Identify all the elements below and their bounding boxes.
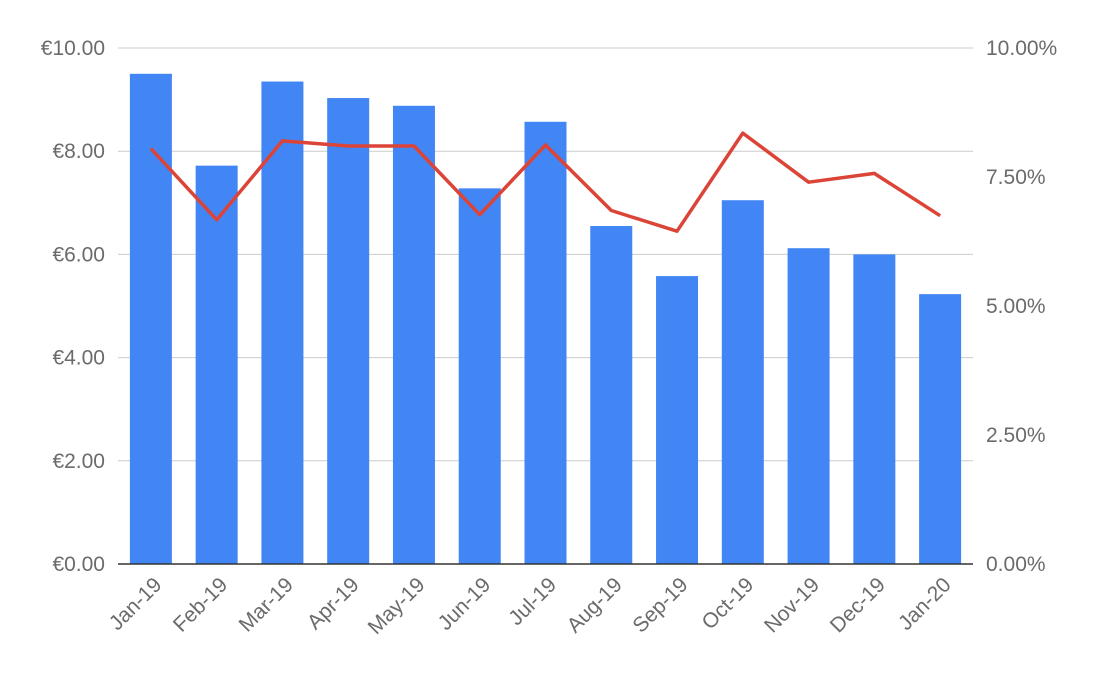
x-tick-label: Oct-19 [698, 573, 759, 634]
bar [590, 226, 633, 564]
bar [787, 248, 830, 564]
x-tick-label: Mar-19 [235, 573, 298, 636]
x-tick-label: Sep-19 [628, 573, 692, 637]
x-tick-label: Jan-19 [105, 573, 167, 635]
bar [327, 98, 370, 564]
left-tick-label: €0.00 [52, 553, 105, 576]
bar [656, 276, 699, 564]
right-tick-label: 7.50% [986, 166, 1046, 189]
bar [853, 254, 896, 564]
line-series [149, 131, 942, 233]
x-tick-label: May-19 [364, 573, 430, 639]
x-tick-label: Feb-19 [169, 573, 232, 636]
left-tick-label: €4.00 [52, 347, 105, 370]
bar-series [129, 73, 962, 565]
bar [919, 294, 962, 564]
x-tick-label: Dec-19 [826, 573, 890, 637]
bar [195, 165, 238, 564]
x-axis-labels: Jan-19 Feb-19 Mar-19 Apr-19 May-19 Jun-19 Jul-… [105, 573, 956, 639]
left-tick-label: €6.00 [52, 243, 105, 266]
left-tick-label: €10.00 [41, 37, 105, 60]
x-tick-label: Apr-19 [303, 573, 364, 634]
right-tick-label: 2.50% [986, 424, 1046, 447]
left-y-axis: €0.00 €2.00 €4.00 €6.00 €8.00 €10.00 [41, 37, 105, 576]
x-tick-label: Jan-20 [894, 573, 956, 635]
bar [524, 121, 567, 565]
bar [261, 81, 304, 564]
left-tick-label: €2.00 [52, 450, 105, 473]
x-tick-label: Nov-19 [760, 573, 824, 637]
x-tick-label: Jul-19 [504, 573, 561, 630]
x-tick-label: Aug-19 [563, 573, 627, 637]
right-y-axis: 0.00% 2.50% 5.00% 7.50% 10.00% [986, 37, 1057, 576]
right-tick-label: 5.00% [986, 295, 1046, 318]
x-tick-label: Jun-19 [434, 573, 496, 635]
bar [721, 200, 764, 564]
bar [392, 105, 435, 565]
right-tick-label: 0.00% [986, 553, 1046, 576]
right-tick-label: 10.00% [986, 37, 1057, 60]
bar [129, 73, 172, 565]
bar [458, 188, 501, 565]
left-tick-label: €8.00 [52, 140, 105, 163]
